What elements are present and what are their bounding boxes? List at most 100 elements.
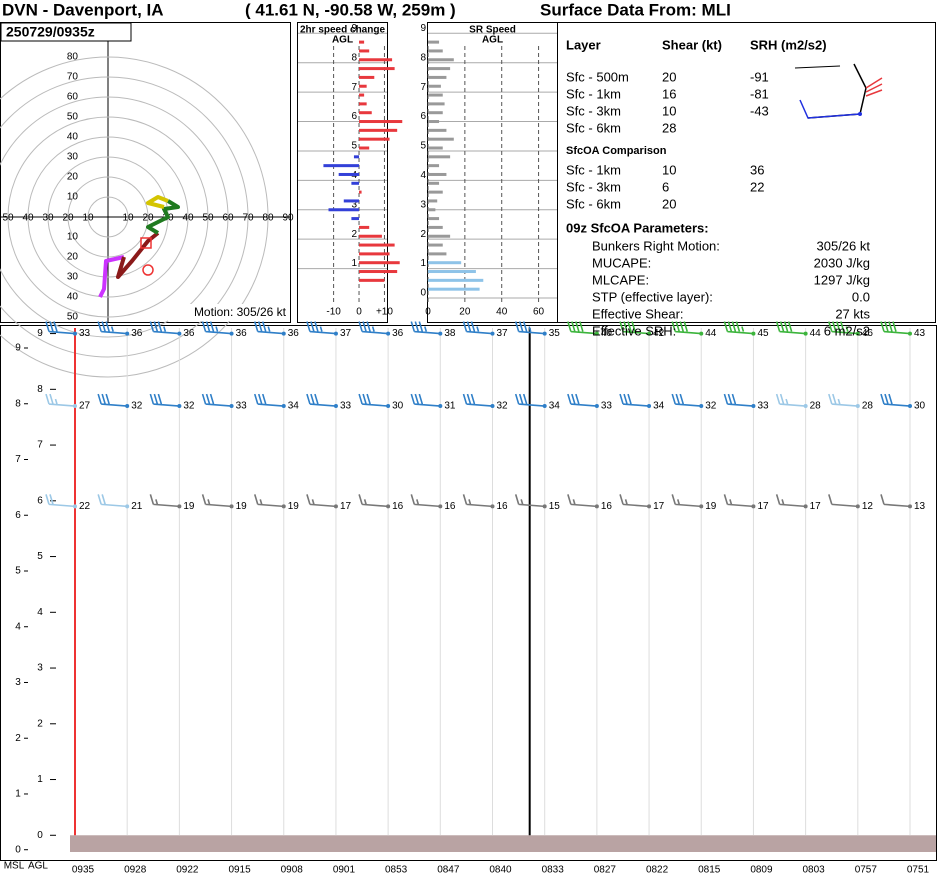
motion-annotation: Motion: 305/26 kt xyxy=(194,305,287,319)
speed-label: 36 xyxy=(183,328,195,339)
speed-label: 27 xyxy=(79,401,91,412)
speed-label: 16 xyxy=(601,501,613,512)
barb-dot xyxy=(647,504,652,509)
bar xyxy=(428,164,440,168)
mini-hodograph xyxy=(799,63,883,119)
x-tick-label: 0803 xyxy=(803,865,826,876)
x-tick-label: 0 xyxy=(425,307,431,318)
speed-label: 32 xyxy=(183,401,195,412)
wind-barb xyxy=(514,321,545,335)
y-tick-label: 4 xyxy=(37,607,43,618)
y-tick-label: 7 xyxy=(420,82,426,93)
speed-label: 19 xyxy=(288,501,300,512)
speed-label: 19 xyxy=(236,501,248,512)
barb-dot xyxy=(73,404,77,409)
barb-dot xyxy=(229,504,234,509)
param-label: STP (effective layer): xyxy=(592,289,713,304)
bar xyxy=(428,252,447,256)
left-mover xyxy=(142,264,154,276)
speed-label: 33 xyxy=(236,401,248,412)
annotation-box xyxy=(168,304,289,321)
hodograph-title: 250729/0935z xyxy=(6,24,95,40)
y-tick-label: 30 xyxy=(67,272,79,283)
wind-barb xyxy=(514,393,545,407)
param-label: MUCAPE: xyxy=(592,255,651,270)
barb-dot xyxy=(803,504,808,509)
x-tick-label: 0809 xyxy=(750,865,773,876)
bar xyxy=(428,137,454,141)
y-tick-label: 6 xyxy=(351,111,357,122)
bar xyxy=(428,234,451,238)
range-ring xyxy=(27,136,189,298)
barb-dot xyxy=(594,504,599,509)
x-tick-label: 0815 xyxy=(698,865,721,876)
barb-dot xyxy=(438,331,443,336)
wind-barb xyxy=(880,321,911,335)
wind-barb xyxy=(514,494,545,508)
bar xyxy=(359,225,370,229)
y-tick-label: 5 xyxy=(37,551,43,562)
bar xyxy=(359,111,372,115)
barb-dot xyxy=(594,331,599,336)
storm-motion xyxy=(140,237,152,249)
bar xyxy=(359,261,400,265)
wind-barb xyxy=(723,321,754,335)
speed-label: 46 xyxy=(862,328,874,339)
wind-barb xyxy=(253,393,284,407)
wind-barb xyxy=(410,321,441,335)
wind-barb xyxy=(45,393,76,407)
speed-label: 32 xyxy=(705,401,717,412)
bar xyxy=(428,225,443,229)
y-tick-label: 20 xyxy=(67,252,79,263)
wind-barb xyxy=(567,321,597,335)
wind-barb xyxy=(45,494,76,508)
y2-tick-label: 3 xyxy=(15,677,21,688)
table-cell: -91 xyxy=(750,69,769,84)
bar xyxy=(428,93,443,97)
barb-dot xyxy=(125,504,130,509)
y-tick-label: 1 xyxy=(37,774,43,785)
table-panel xyxy=(557,22,936,323)
speed-label: 43 xyxy=(914,328,926,339)
bar xyxy=(428,58,454,62)
bar xyxy=(351,217,360,221)
table-header: Shear (kt) xyxy=(662,37,722,52)
param-label: Bunkers Right Motion: xyxy=(592,238,720,253)
y-tick-label: 40 xyxy=(67,292,79,303)
speed-label: 16 xyxy=(392,501,404,512)
y2-tick-label: 6 xyxy=(15,510,21,521)
y-tick-label: 10 xyxy=(67,232,79,243)
y-tick-label: 7 xyxy=(37,440,43,451)
x-tick-label: 0827 xyxy=(594,865,617,876)
param-value: 27 kts xyxy=(835,306,870,321)
bar xyxy=(428,40,440,44)
barb-dot xyxy=(333,404,338,409)
barb-dot xyxy=(386,404,391,409)
bar xyxy=(428,190,443,194)
barb-dot xyxy=(855,331,860,336)
hodograph-trace xyxy=(146,195,169,209)
x-tick-label: 0833 xyxy=(542,865,565,876)
speed-label: 19 xyxy=(183,501,195,512)
bar xyxy=(428,270,476,274)
speed-label: 31 xyxy=(444,401,456,412)
bar xyxy=(359,190,362,194)
barb-dot xyxy=(751,331,756,336)
bar xyxy=(428,278,484,282)
x-tick-label: 0840 xyxy=(489,865,512,876)
y-tick-label: 3 xyxy=(37,663,43,674)
barb-dot xyxy=(333,504,338,509)
barb-dot xyxy=(751,504,756,509)
range-ring xyxy=(0,96,229,338)
speed-label: 22 xyxy=(79,501,91,512)
wind-barb xyxy=(410,494,441,508)
y-tick-label: 40 xyxy=(67,132,79,143)
bar xyxy=(428,155,451,159)
speed-label: 12 xyxy=(862,501,874,512)
speed-label: 13 xyxy=(914,501,926,512)
barb-dot xyxy=(647,404,652,409)
wind-barb xyxy=(462,321,493,335)
x-tick-label: 40 xyxy=(182,213,194,224)
